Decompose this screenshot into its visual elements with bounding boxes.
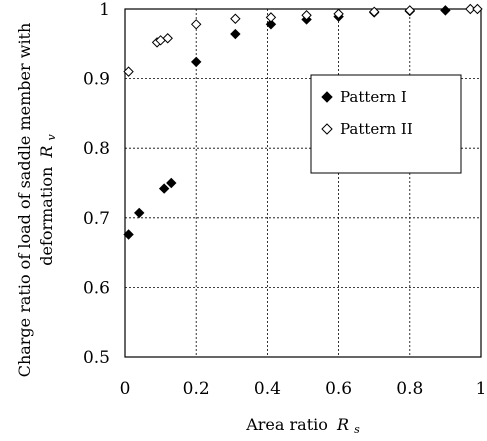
y-tick-label: 0.6 bbox=[83, 278, 110, 298]
data-point-pattern-2 bbox=[230, 13, 241, 24]
legend: Pattern I Pattern II bbox=[310, 74, 462, 174]
data-point-pattern-1 bbox=[190, 56, 202, 68]
data-point-pattern-1 bbox=[134, 207, 145, 219]
data-point-pattern-2 bbox=[472, 3, 483, 15]
data-point-pattern-2 bbox=[265, 12, 277, 23]
legend-marker-pattern-1 bbox=[321, 91, 333, 103]
x-tick-label: 0 bbox=[120, 379, 131, 399]
plot-area bbox=[124, 8, 482, 358]
x-tick-label: 1 bbox=[476, 379, 487, 399]
y-axis-label-text: deformation bbox=[37, 167, 56, 266]
y-tick-label: 0.9 bbox=[83, 70, 110, 90]
data-point-pattern-1 bbox=[265, 19, 277, 30]
legend-box bbox=[310, 74, 462, 174]
legend-label-pattern-2: Pattern II bbox=[340, 120, 413, 138]
data-point-pattern-2 bbox=[190, 19, 202, 30]
x-tick-label: 0.4 bbox=[254, 379, 281, 399]
data-point-pattern-1 bbox=[440, 5, 451, 16]
y-tick-label: 0.5 bbox=[83, 348, 110, 368]
data-point-pattern-1 bbox=[166, 177, 177, 189]
legend-marker-pattern-2 bbox=[321, 123, 333, 135]
y-axis-label-subscript: v bbox=[45, 133, 58, 140]
tick-labels: 0 0.2 0.4 0.6 0.8 1 0.5 0.6 0.7 0.8 0.9 1 bbox=[83, 0, 486, 399]
data-point-pattern-2 bbox=[333, 8, 344, 20]
data-point-pattern-1 bbox=[158, 183, 170, 194]
y-tick-label: 0.7 bbox=[83, 209, 110, 229]
x-tick-label: 0.8 bbox=[396, 379, 423, 399]
x-tick-label: 0.2 bbox=[183, 379, 210, 399]
y-tick-label: 1 bbox=[99, 0, 110, 20]
data-point-pattern-2 bbox=[404, 5, 416, 16]
data-point-pattern-1 bbox=[230, 28, 241, 40]
x-tick-label: 0.6 bbox=[325, 379, 352, 399]
legend-label-pattern-1: Pattern I bbox=[340, 88, 407, 106]
data-point-pattern-2 bbox=[368, 6, 380, 17]
data-point-pattern-1 bbox=[123, 229, 134, 240]
y-tick-label: 0.8 bbox=[83, 139, 110, 159]
y-axis-label-line-1: Charge ratio of load of saddle member wi… bbox=[15, 23, 34, 378]
x-axis-label-symbol: R bbox=[336, 415, 349, 434]
gridlines bbox=[125, 9, 481, 357]
data-point-pattern-2 bbox=[465, 3, 476, 15]
data-point-pattern-2 bbox=[123, 66, 134, 77]
x-axis-label-subscript: s bbox=[354, 423, 360, 436]
x-axis-label: Area ratio R s bbox=[245, 415, 360, 436]
data-points bbox=[123, 3, 483, 240]
x-axis-label-text: Area ratio bbox=[245, 415, 328, 434]
data-point-pattern-2 bbox=[301, 10, 312, 21]
y-axis-label-line-2: deformation R v bbox=[37, 133, 58, 265]
data-point-pattern-2 bbox=[162, 33, 173, 44]
y-axis-label-symbol: R bbox=[37, 146, 56, 159]
